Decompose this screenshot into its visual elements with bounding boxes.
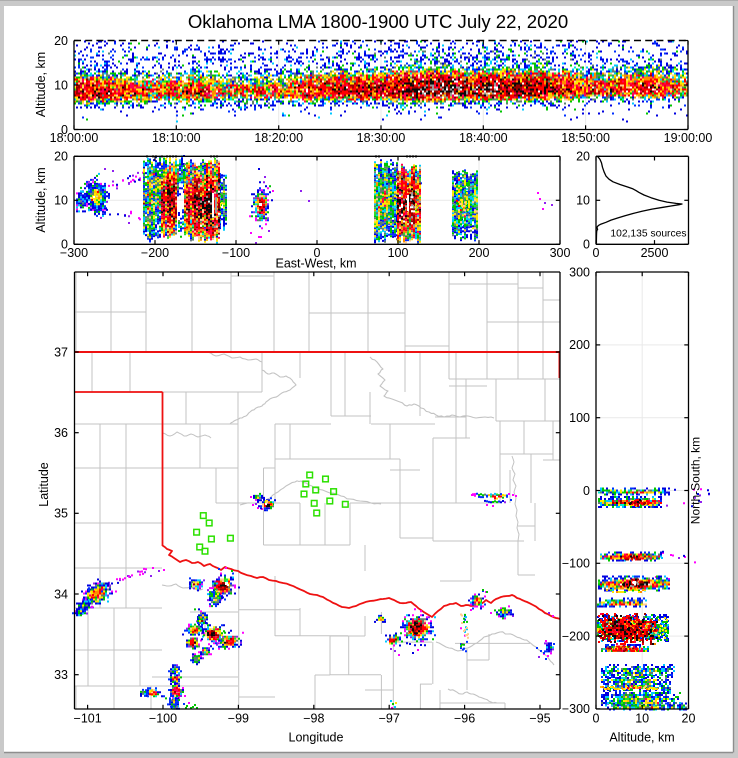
svg-text:−98: −98 bbox=[303, 712, 324, 726]
svg-text:10: 10 bbox=[54, 194, 68, 208]
svg-text:200: 200 bbox=[469, 246, 490, 260]
svg-text:0: 0 bbox=[583, 484, 590, 498]
svg-text:200: 200 bbox=[569, 338, 590, 352]
svg-text:300: 300 bbox=[550, 246, 571, 260]
svg-text:36: 36 bbox=[54, 426, 68, 440]
svg-text:100: 100 bbox=[569, 411, 590, 425]
svg-text:35: 35 bbox=[54, 507, 68, 521]
svg-text:18:40:00: 18:40:00 bbox=[459, 131, 508, 145]
svg-text:18:20:00: 18:20:00 bbox=[254, 131, 303, 145]
svg-text:−97: −97 bbox=[379, 712, 400, 726]
svg-text:−300: −300 bbox=[60, 246, 88, 260]
svg-text:Oklahoma LMA 1800-1900 UTC Jul: Oklahoma LMA 1800-1900 UTC July 22, 2020 bbox=[188, 11, 568, 32]
svg-text:−100: −100 bbox=[149, 712, 177, 726]
svg-text:0: 0 bbox=[593, 712, 600, 726]
svg-text:20: 20 bbox=[682, 712, 696, 726]
svg-text:20: 20 bbox=[54, 34, 68, 48]
svg-text:0: 0 bbox=[583, 238, 590, 252]
svg-text:−200: −200 bbox=[141, 246, 169, 260]
svg-text:18:30:00: 18:30:00 bbox=[357, 131, 406, 145]
svg-text:−100: −100 bbox=[562, 557, 590, 571]
svg-text:10: 10 bbox=[54, 78, 68, 92]
svg-text:Latitude: Latitude bbox=[37, 462, 51, 507]
svg-text:Altitude, km: Altitude, km bbox=[609, 731, 674, 745]
svg-text:−99: −99 bbox=[228, 712, 249, 726]
svg-text:−300: −300 bbox=[562, 702, 590, 716]
svg-text:102,135 sources: 102,135 sources bbox=[610, 228, 686, 239]
svg-text:−96: −96 bbox=[454, 712, 475, 726]
svg-text:Altitude, km: Altitude, km bbox=[34, 167, 48, 232]
svg-text:10: 10 bbox=[635, 712, 649, 726]
svg-text:East-West, km: East-West, km bbox=[275, 257, 356, 271]
svg-text:Longitude: Longitude bbox=[289, 731, 344, 745]
svg-text:18:00:00: 18:00:00 bbox=[50, 131, 99, 145]
svg-text:0: 0 bbox=[593, 246, 600, 260]
svg-text:33: 33 bbox=[54, 668, 68, 682]
svg-text:Altitude, km: Altitude, km bbox=[34, 52, 48, 117]
svg-text:−200: −200 bbox=[562, 629, 590, 643]
svg-text:18:10:00: 18:10:00 bbox=[152, 131, 201, 145]
svg-text:20: 20 bbox=[576, 150, 590, 164]
svg-text:37: 37 bbox=[54, 345, 68, 359]
svg-text:300: 300 bbox=[569, 265, 590, 279]
svg-text:North-South, km: North-South, km bbox=[689, 437, 703, 524]
svg-text:0: 0 bbox=[61, 238, 68, 252]
svg-text:−95: −95 bbox=[529, 712, 550, 726]
svg-text:18:50:00: 18:50:00 bbox=[561, 131, 610, 145]
svg-text:10: 10 bbox=[576, 194, 590, 208]
svg-text:−100: −100 bbox=[222, 246, 250, 260]
svg-text:100: 100 bbox=[388, 246, 409, 260]
svg-text:34: 34 bbox=[54, 587, 68, 601]
svg-text:0: 0 bbox=[314, 246, 321, 260]
svg-text:2500: 2500 bbox=[641, 246, 669, 260]
svg-text:20: 20 bbox=[54, 150, 68, 164]
svg-text:19:00:00: 19:00:00 bbox=[664, 131, 713, 145]
svg-text:0: 0 bbox=[61, 123, 68, 137]
svg-text:−101: −101 bbox=[74, 712, 102, 726]
